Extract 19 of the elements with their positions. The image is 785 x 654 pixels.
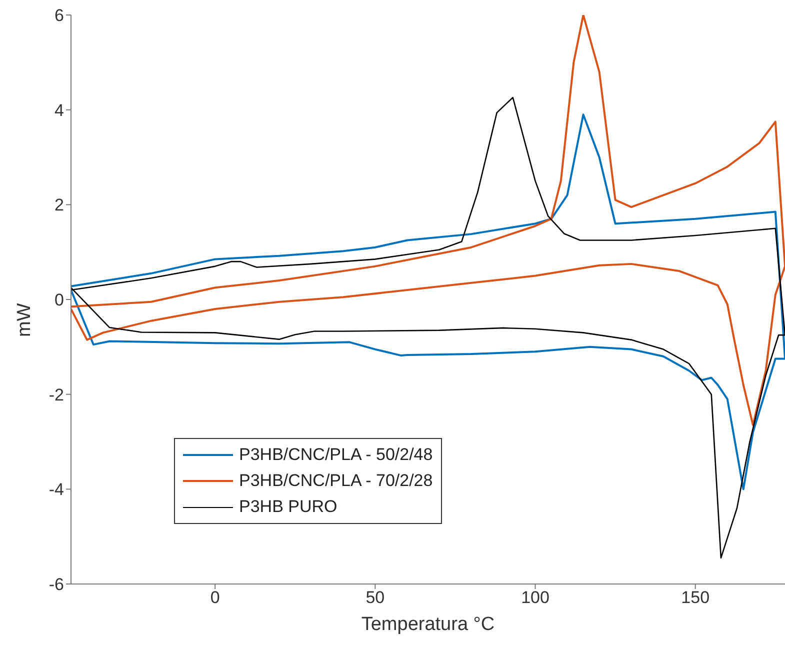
- x-tick-label: 150: [681, 588, 710, 608]
- x-tick-label: 50: [366, 588, 385, 608]
- line-series: [71, 15, 785, 426]
- legend-label: P3HB/CNC/PLA - 50/2/48: [239, 444, 433, 466]
- x-tick-label: 0: [210, 588, 220, 608]
- y-tick-label: -2: [48, 385, 64, 404]
- x-tick-label: 100: [521, 588, 550, 608]
- y-tick-label: 0: [54, 290, 64, 310]
- y-tick-label: 2: [54, 196, 64, 215]
- line-series: [71, 96, 785, 559]
- legend-label: P3HB PURO: [239, 496, 338, 518]
- y-tick-label: -6: [48, 575, 64, 594]
- y-tick-label: 6: [54, 6, 64, 26]
- line-series: [71, 114, 785, 490]
- y-tick-label: 4: [54, 100, 64, 120]
- legend-label: P3HB/CNC/PLA - 70/2/28: [239, 470, 433, 492]
- x-axis-title: Temperatura °C: [360, 614, 496, 636]
- y-tick-label: -4: [48, 480, 64, 500]
- y-axis-title: mW: [13, 302, 36, 339]
